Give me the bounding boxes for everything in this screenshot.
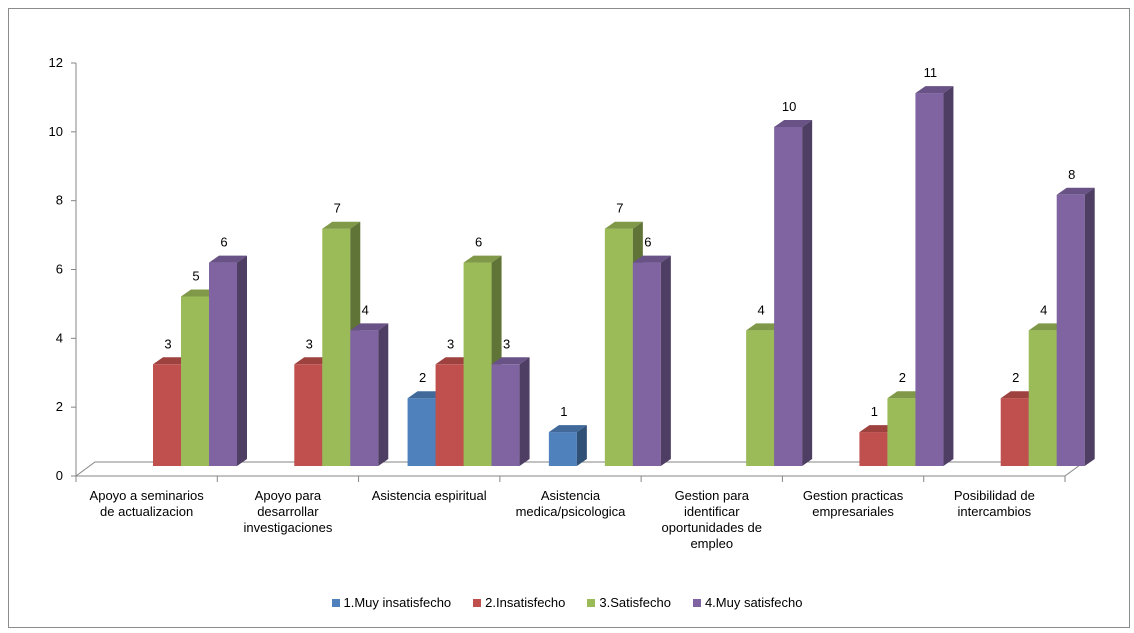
bar-top-3-4 [604, 221, 643, 229]
bar-side-4-2 [378, 323, 389, 466]
legend-item: 4.Muy satisfecho [692, 595, 803, 610]
category-label: Asistencia medica/psicologica [515, 488, 626, 519]
data-label: 4 [1040, 302, 1047, 317]
bar-top-4-5 [774, 119, 813, 127]
bar-4-4 [632, 262, 661, 466]
bar-4-5 [774, 126, 803, 466]
bar-3-3 [463, 262, 492, 466]
bar-side-1-4 [576, 425, 587, 466]
bar-side-4-4 [660, 255, 671, 466]
legend-swatch [692, 598, 701, 607]
bar-3-7 [1028, 330, 1057, 466]
bar-2-1 [153, 364, 181, 466]
bar-2-2 [294, 364, 323, 466]
legend-label: 3.Satisfecho [599, 595, 671, 610]
legend-item: 2.Insatisfecho [473, 595, 565, 610]
legend-item: 3.Satisfecho [587, 595, 671, 610]
bar-4-7 [1056, 194, 1085, 466]
bar-side-4-7 [1084, 187, 1095, 466]
data-label: 1 [871, 404, 878, 419]
category-label: Asistencia espiritual [371, 488, 487, 503]
data-label: 6 [475, 235, 482, 250]
bar-top-4-2 [350, 323, 389, 331]
y-tick-label: 6 [56, 262, 63, 277]
y-tick-label: 12 [49, 55, 63, 70]
legend-swatch [587, 598, 596, 607]
category-label: Gestion para identificar oportunidades d… [661, 488, 763, 551]
bar-4-1 [209, 262, 237, 466]
data-label: 6 [644, 235, 651, 250]
data-label: 8 [1068, 167, 1075, 182]
data-label: 3 [306, 336, 313, 351]
legend-item: 1.Muy insatisfecho [331, 595, 452, 610]
bar-3-1 [181, 296, 209, 466]
data-label: 4 [758, 302, 765, 317]
data-label: 7 [334, 201, 341, 216]
category-label: Apoyo para desarrollar investigaciones [243, 488, 333, 535]
bar-top-4-4 [632, 255, 671, 263]
bar-2-7 [1000, 398, 1029, 466]
bar-top-4-7 [1056, 187, 1095, 195]
bar-top-4-6 [915, 86, 954, 94]
legend-label: 4.Muy satisfecho [704, 595, 803, 610]
category-label: Gestion practicas empresariales [802, 488, 904, 519]
y-tick-label: 8 [56, 193, 63, 208]
bar-3-4 [604, 228, 633, 466]
bar-4-6 [915, 93, 944, 467]
y-tick-label: 2 [56, 399, 63, 414]
data-label: 2 [899, 370, 906, 385]
bar-top-1-4 [548, 425, 587, 433]
legend: 1.Muy insatisfecho 2.Insatisfecho 3.Satisf… [0, 595, 1134, 610]
bar-1-3 [407, 398, 436, 466]
data-label: 6 [220, 235, 227, 250]
data-label: 1 [560, 404, 567, 419]
data-label: 10 [782, 99, 796, 114]
y-tick-label: 4 [56, 330, 63, 345]
bar-top-3-2 [322, 221, 361, 229]
legend-label: 1.Muy insatisfecho [343, 595, 452, 610]
category-label: Apoyo a seminarios de actualizacion [89, 488, 204, 519]
y-tick-label: 0 [56, 468, 63, 483]
bar-1-4 [548, 432, 577, 466]
y-tick-label: 10 [49, 124, 63, 139]
data-label: 3 [503, 336, 510, 351]
bar-top-4-1 [209, 255, 247, 263]
bar-top-3-3 [463, 255, 502, 263]
data-label: 4 [362, 302, 369, 317]
bar-side-4-6 [943, 86, 954, 467]
bar-2-6 [859, 432, 888, 466]
bar-4-3 [491, 364, 520, 466]
bar-3-6 [887, 398, 916, 466]
legend-swatch [331, 598, 340, 607]
legend-swatch [473, 598, 482, 607]
data-label: 5 [192, 268, 199, 283]
data-label: 2 [419, 370, 426, 385]
data-label: 2 [1012, 370, 1019, 385]
category-label: Posibilidad de intercambios [953, 488, 1035, 519]
data-label: 3 [164, 336, 171, 351]
bar-4-2 [350, 330, 379, 466]
legend-label: 2.Insatisfecho [485, 595, 566, 610]
bar-3-5 [746, 330, 775, 466]
bar-2-3 [435, 364, 464, 466]
data-label: 11 [924, 65, 938, 80]
data-label: 7 [616, 201, 623, 216]
bar-3-2 [322, 228, 351, 466]
bar-side-4-3 [519, 357, 530, 466]
bar-side-4-1 [237, 255, 247, 466]
bar-top-4-3 [491, 357, 530, 365]
bar-side-4-5 [802, 119, 813, 466]
data-label: 3 [447, 336, 454, 351]
